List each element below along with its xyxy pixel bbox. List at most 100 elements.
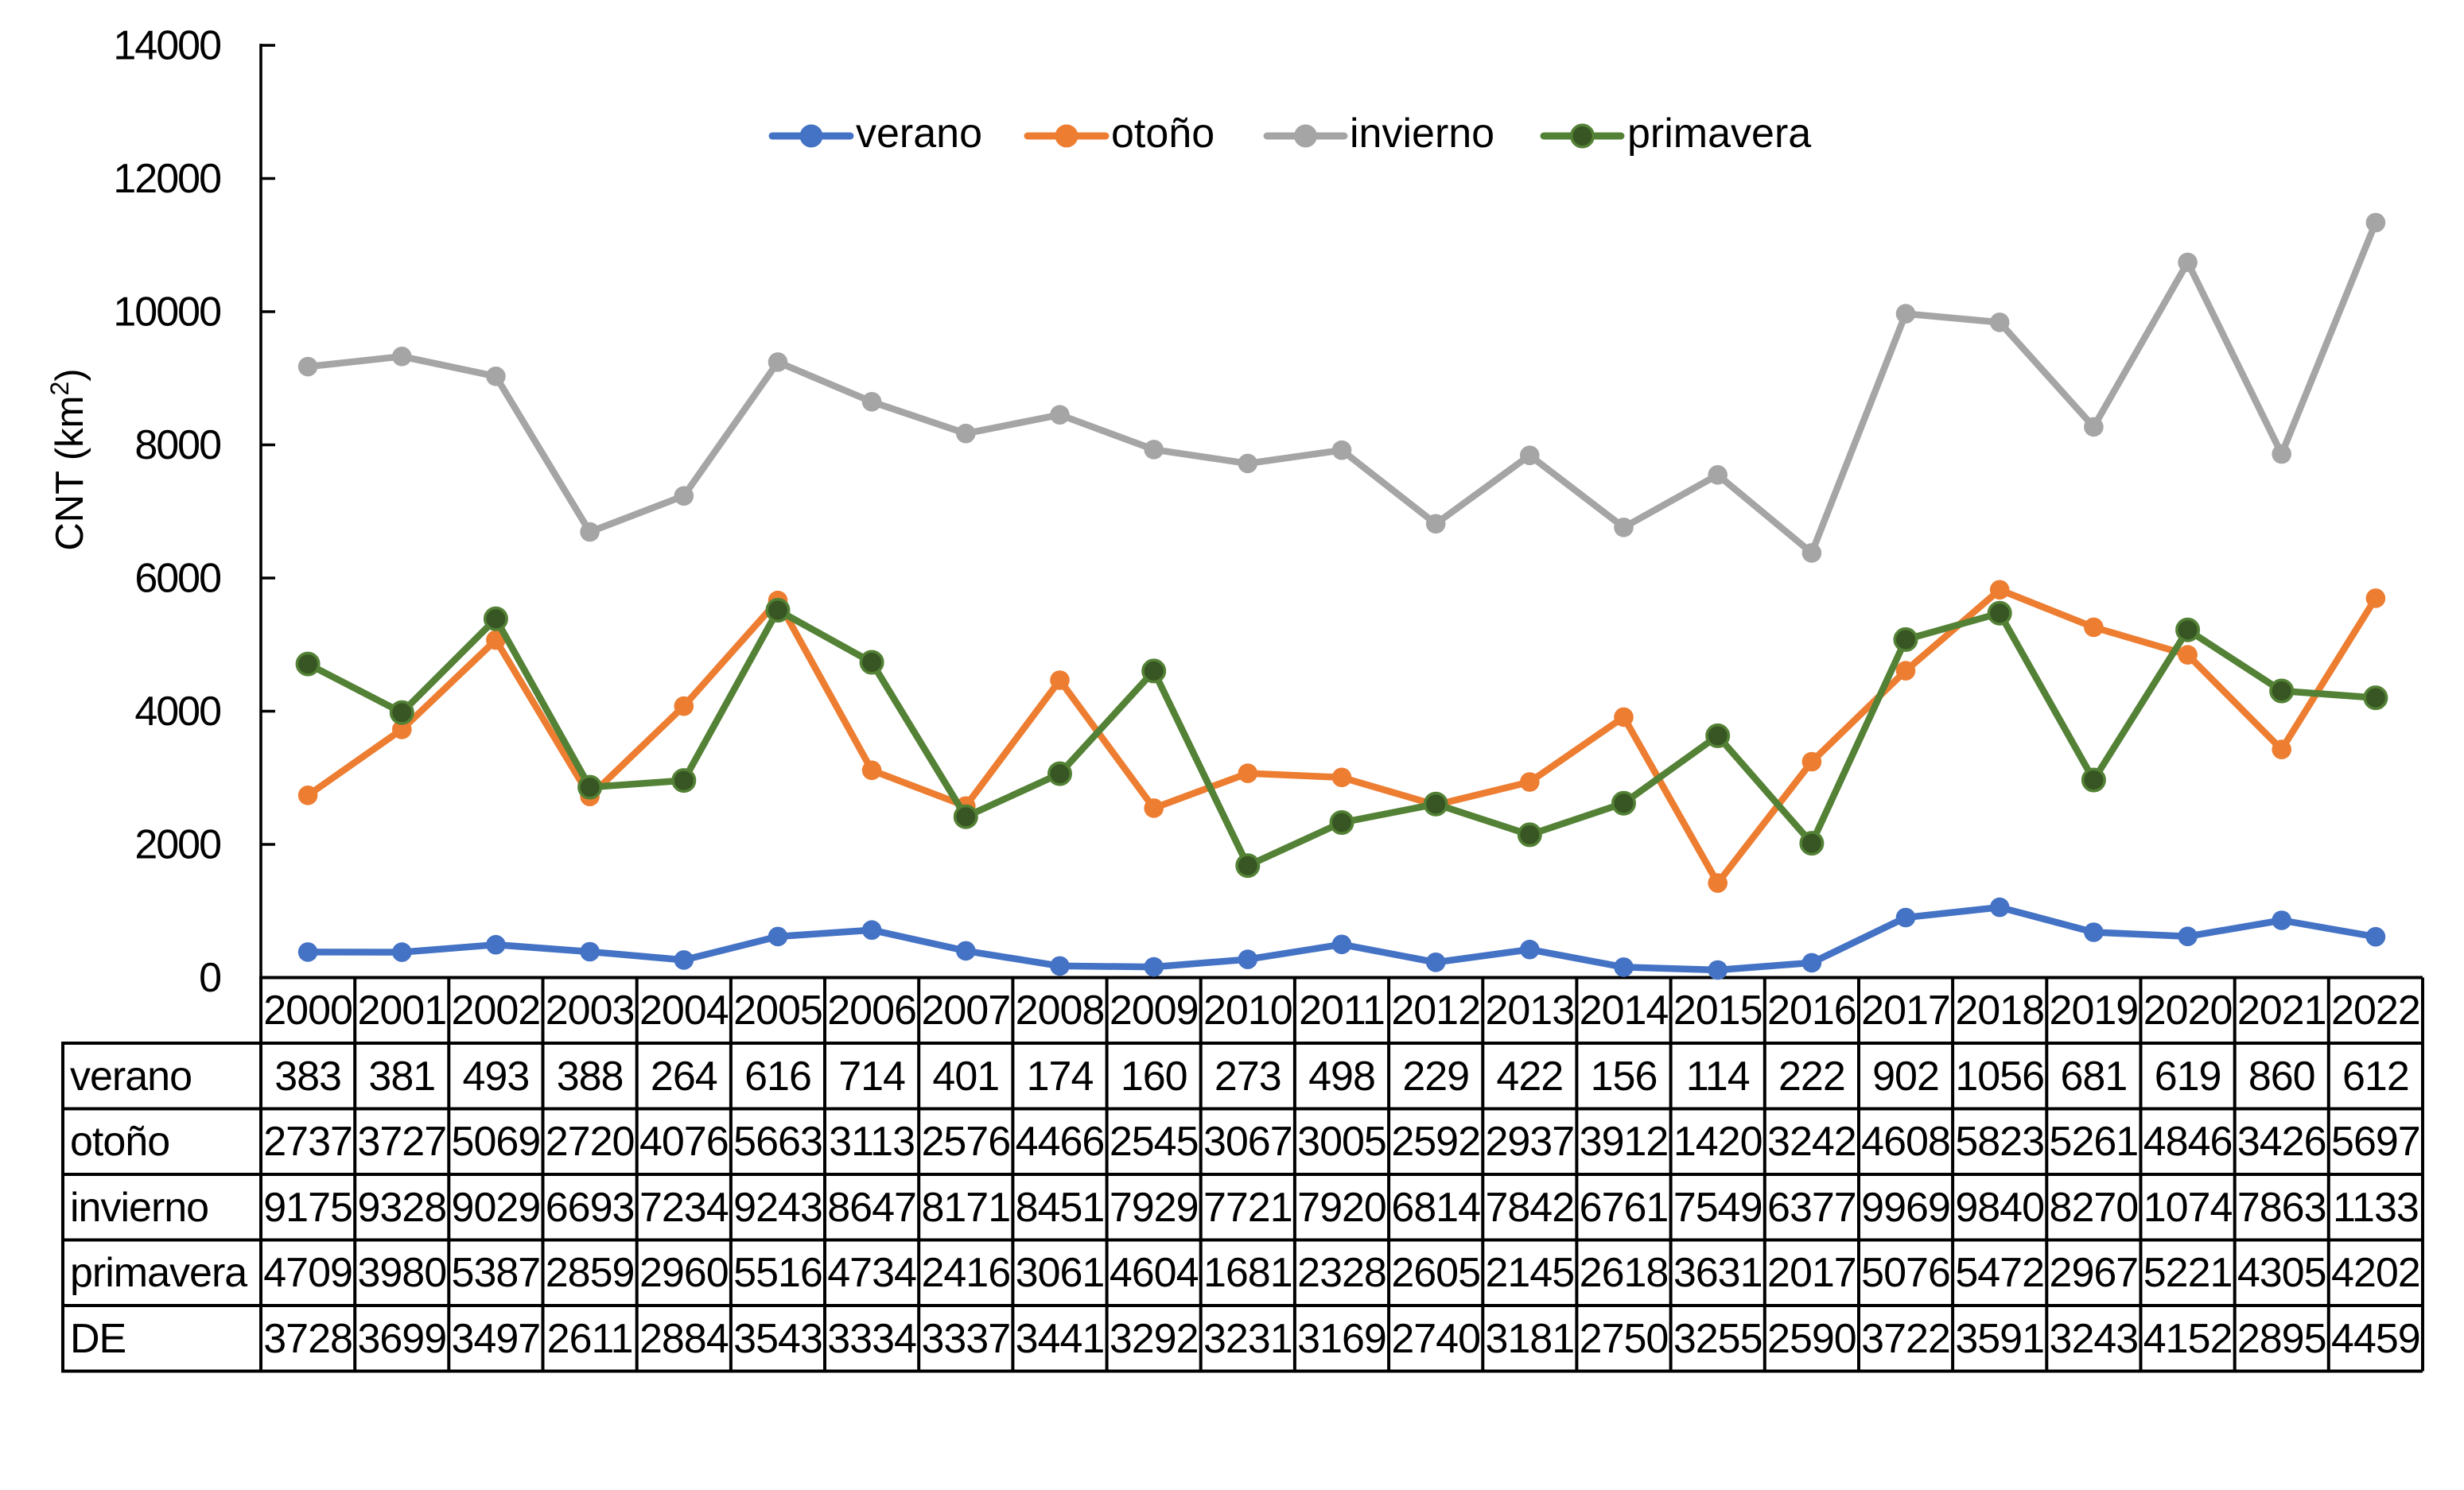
svg-text:6693: 6693 (546, 1185, 635, 1231)
svg-text:493: 493 (463, 1053, 530, 1100)
svg-text:3631: 3631 (1673, 1250, 1762, 1296)
svg-text:invierno: invierno (70, 1185, 208, 1231)
svg-text:3543: 3543 (733, 1316, 822, 1362)
svg-text:2737: 2737 (263, 1119, 352, 1165)
svg-text:0: 0 (199, 955, 220, 1001)
svg-text:2010: 2010 (1203, 988, 1292, 1034)
svg-text:5823: 5823 (1955, 1119, 2044, 1165)
svg-text:7549: 7549 (1673, 1185, 1762, 1231)
svg-text:primavera: primavera (1627, 111, 1811, 157)
svg-text:2611: 2611 (547, 1316, 633, 1362)
svg-text:616: 616 (744, 1053, 811, 1100)
svg-text:2545: 2545 (1110, 1119, 1199, 1165)
svg-text:8451: 8451 (1016, 1185, 1105, 1231)
svg-text:9175: 9175 (263, 1185, 352, 1231)
svg-text:5076: 5076 (1861, 1250, 1950, 1296)
svg-text:7920: 7920 (1297, 1185, 1386, 1231)
svg-text:1074: 1074 (2143, 1185, 2233, 1231)
svg-text:3113: 3113 (829, 1119, 915, 1165)
svg-text:681: 681 (2061, 1053, 2128, 1100)
svg-text:8647: 8647 (827, 1185, 916, 1231)
svg-text:3980: 3980 (357, 1250, 446, 1296)
svg-text:3337: 3337 (921, 1316, 1010, 1362)
svg-text:2007: 2007 (921, 988, 1010, 1034)
svg-text:2021: 2021 (2237, 988, 2326, 1034)
svg-text:DE: DE (70, 1316, 126, 1362)
svg-text:3061: 3061 (1016, 1250, 1105, 1296)
svg-text:3242: 3242 (1767, 1119, 1856, 1165)
svg-text:9029: 9029 (452, 1185, 541, 1231)
svg-text:5221: 5221 (2143, 1250, 2233, 1296)
svg-text:10000: 10000 (113, 289, 220, 336)
svg-text:388: 388 (557, 1053, 624, 1100)
svg-text:6761: 6761 (1580, 1185, 1669, 1231)
svg-text:primavera: primavera (70, 1250, 247, 1296)
svg-text:2009: 2009 (1110, 988, 1199, 1034)
svg-text:3591: 3591 (1955, 1316, 2044, 1362)
svg-text:2576: 2576 (921, 1119, 1010, 1165)
svg-text:273: 273 (1215, 1053, 1281, 1100)
svg-text:5261: 5261 (2050, 1119, 2139, 1165)
svg-text:3497: 3497 (452, 1316, 541, 1362)
svg-text:2018: 2018 (1955, 988, 2044, 1034)
svg-text:6000: 6000 (134, 556, 220, 602)
svg-text:2000: 2000 (134, 822, 220, 868)
svg-text:2895: 2895 (2237, 1316, 2326, 1362)
svg-text:156: 156 (1591, 1053, 1658, 1100)
svg-text:7929: 7929 (1110, 1185, 1199, 1231)
svg-text:860: 860 (2248, 1053, 2315, 1100)
svg-text:3231: 3231 (1203, 1316, 1292, 1362)
svg-text:2011: 2011 (1299, 988, 1385, 1034)
svg-text:902: 902 (1872, 1053, 1939, 1100)
svg-text:2013: 2013 (1485, 988, 1574, 1034)
svg-text:7863: 7863 (2237, 1185, 2326, 1231)
svg-text:5472: 5472 (1955, 1250, 2044, 1296)
svg-text:otoño: otoño (70, 1119, 169, 1165)
svg-text:2014: 2014 (1580, 988, 1669, 1034)
svg-text:1133: 1133 (2333, 1185, 2419, 1231)
svg-text:2012: 2012 (1391, 988, 1480, 1034)
svg-text:9969: 9969 (1861, 1185, 1950, 1231)
svg-text:4076: 4076 (639, 1119, 729, 1165)
svg-text:222: 222 (1778, 1053, 1845, 1100)
svg-text:2005: 2005 (733, 988, 822, 1034)
svg-text:3334: 3334 (827, 1316, 916, 1362)
svg-text:CNT (km2): CNT (km2) (45, 368, 91, 550)
svg-text:8171: 8171 (921, 1185, 1010, 1231)
svg-text:2859: 2859 (546, 1250, 635, 1296)
svg-text:2015: 2015 (1673, 988, 1762, 1034)
svg-text:4734: 4734 (827, 1250, 916, 1296)
svg-text:5387: 5387 (452, 1250, 541, 1296)
svg-text:2592: 2592 (1391, 1119, 1480, 1165)
svg-text:otoño: otoño (1111, 111, 1215, 157)
svg-text:160: 160 (1121, 1053, 1187, 1100)
svg-text:3005: 3005 (1297, 1119, 1386, 1165)
svg-text:2022: 2022 (2331, 988, 2420, 1034)
svg-text:2605: 2605 (1391, 1250, 1480, 1296)
svg-text:2002: 2002 (452, 988, 541, 1034)
svg-text:8270: 8270 (2050, 1185, 2139, 1231)
svg-text:verano: verano (70, 1053, 192, 1100)
svg-text:4846: 4846 (2143, 1119, 2233, 1165)
svg-text:2006: 2006 (827, 988, 916, 1034)
svg-text:8000: 8000 (134, 422, 220, 468)
svg-text:9840: 9840 (1955, 1185, 2044, 1231)
svg-text:5069: 5069 (452, 1119, 541, 1165)
svg-text:612: 612 (2342, 1053, 2409, 1100)
svg-text:6814: 6814 (1391, 1185, 1480, 1231)
svg-text:229: 229 (1402, 1053, 1469, 1100)
svg-text:2020: 2020 (2143, 988, 2233, 1034)
svg-text:4202: 4202 (2331, 1250, 2420, 1296)
svg-text:3255: 3255 (1673, 1316, 1762, 1362)
svg-text:7842: 7842 (1485, 1185, 1574, 1231)
svg-text:6377: 6377 (1767, 1185, 1856, 1231)
svg-text:3722: 3722 (1861, 1316, 1950, 1362)
svg-text:3727: 3727 (357, 1119, 446, 1165)
svg-text:3067: 3067 (1203, 1119, 1292, 1165)
svg-text:4000: 4000 (134, 689, 220, 735)
svg-text:3243: 3243 (2050, 1316, 2139, 1362)
svg-text:12000: 12000 (113, 156, 220, 202)
svg-text:2740: 2740 (1391, 1316, 1480, 1362)
svg-text:2017: 2017 (1767, 1250, 1856, 1296)
svg-text:4709: 4709 (263, 1250, 352, 1296)
